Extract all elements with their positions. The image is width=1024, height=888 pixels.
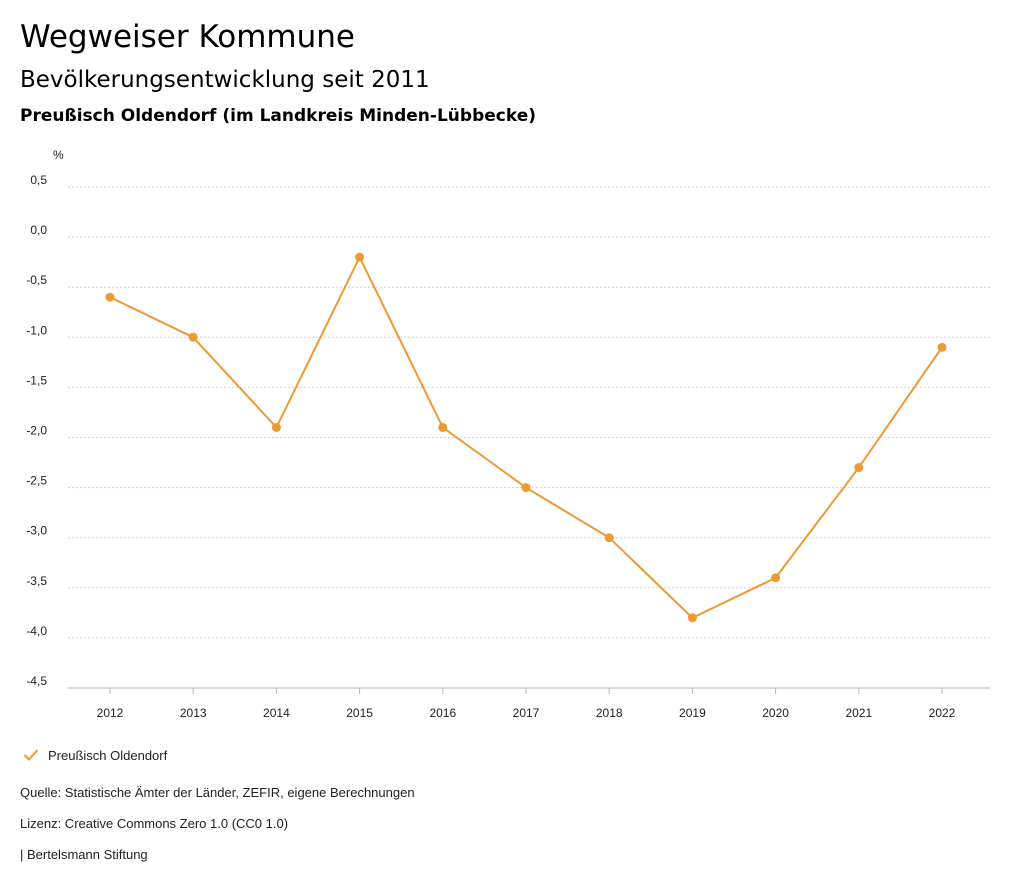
page-title: Wegweiser Kommune: [20, 19, 355, 55]
data-point-2022[interactable]: [937, 342, 947, 352]
legend-item-preussisch-oldendorf[interactable]: Preußisch Oldendorf: [22, 744, 167, 766]
x-tick-label: 2014: [263, 706, 290, 720]
data-point-2012[interactable]: [105, 292, 115, 302]
y-axis-ticks: 0,5 0,0 -0,5 -1,0 -1,5 -2,0 -2,5 -3,0 -3,5 -4,0 -4…: [26, 173, 47, 688]
data-point-2018[interactable]: [604, 533, 614, 543]
publisher-note: | Bertelsmann Stiftung: [20, 847, 148, 862]
x-axis-ticks: 2012 2013 2014 2015 2016 2017 2018 2019 2020 2021…: [97, 688, 956, 720]
x-tick-label: 2017: [513, 706, 540, 720]
y-tick-label: -4,0: [26, 624, 47, 638]
legend-label: Preußisch Oldendorf: [48, 747, 168, 763]
y-tick-label: -4,5: [26, 674, 47, 688]
y-axis-unit-label: %: [53, 148, 64, 162]
x-tick-label: 2016: [429, 706, 456, 720]
data-point-2016[interactable]: [438, 422, 448, 432]
region-heading: Preußisch Oldendorf (im Landkreis Minden…: [20, 106, 536, 126]
y-tick-label: -3,5: [26, 574, 47, 588]
x-tick-label: 2013: [180, 706, 207, 720]
x-tick-label: 2022: [929, 706, 956, 720]
y-tick-label: -3,0: [26, 524, 47, 538]
data-point-2013[interactable]: [188, 332, 198, 342]
y-tick-label: 0,5: [30, 173, 47, 187]
data-point-2020[interactable]: [771, 573, 781, 583]
y-tick-label: -2,0: [26, 424, 47, 438]
series-layer: [105, 252, 947, 623]
data-point-2021[interactable]: [854, 463, 864, 473]
y-tick-label: -1,5: [26, 373, 47, 387]
x-tick-label: 2012: [97, 706, 124, 720]
y-tick-label: -1,0: [26, 323, 47, 337]
data-point-2015[interactable]: [355, 252, 365, 262]
y-tick-label: -2,5: [26, 474, 47, 488]
x-tick-label: 2019: [679, 706, 706, 720]
x-tick-label: 2021: [845, 706, 872, 720]
license-note: Lizenz: Creative Commons Zero 1.0 (CC0 1…: [20, 816, 289, 831]
data-point-2017[interactable]: [521, 483, 531, 493]
data-point-2019[interactable]: [687, 613, 697, 623]
x-tick-label: 2018: [596, 706, 623, 720]
check-icon: [24, 749, 38, 761]
chart-subtitle: Bevölkerungsentwicklung seit 2011: [20, 67, 430, 93]
x-tick-label: 2015: [346, 706, 373, 720]
y-tick-label: 0,0: [30, 223, 47, 237]
grid-lines: [68, 186, 990, 689]
source-note: Quelle: Statistische Ämter der Länder, Z…: [20, 785, 415, 800]
data-point-2014[interactable]: [271, 422, 281, 432]
y-tick-label: -0,5: [26, 273, 47, 287]
x-tick-label: 2020: [762, 706, 789, 720]
